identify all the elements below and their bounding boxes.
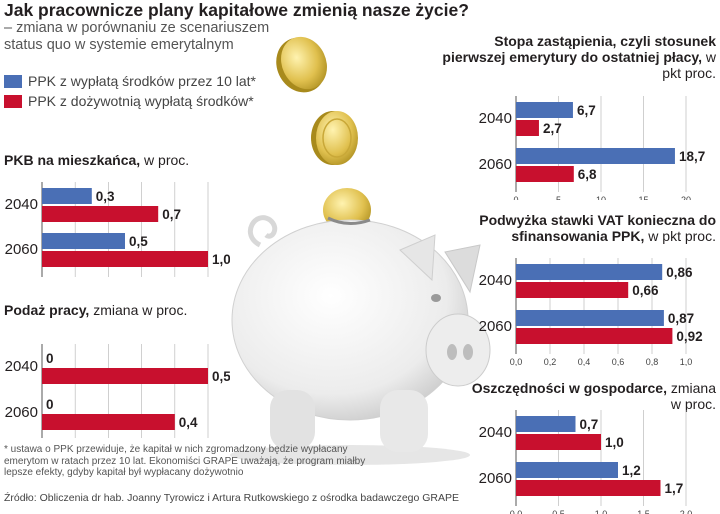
bar-blue [516, 462, 618, 478]
value-label: 0,7 [580, 417, 599, 432]
tick-label: 15 [638, 195, 648, 200]
bar-red [516, 120, 539, 136]
value-label: 0,86 [666, 265, 693, 280]
legend-swatch-blue [4, 74, 22, 88]
tick-label: 0,5 [552, 509, 565, 514]
value-label: 0,5 [212, 369, 230, 384]
category-label: 2040 [479, 272, 512, 289]
bar-red [516, 434, 601, 450]
value-label: 0,3 [96, 189, 115, 204]
bar-red [516, 328, 673, 344]
value-label: 0 [46, 397, 54, 412]
tick-label: 0,0 [510, 357, 523, 366]
chart-replacement-rate: 0 5 10 15 20 2040 6,7 2,7 2060 18,7 6,8 [479, 96, 705, 200]
value-label: 1,2 [622, 463, 641, 478]
bar-blue [42, 233, 125, 249]
tick-label: 0,2 [544, 357, 557, 366]
tick-label: 5 [556, 195, 561, 200]
legend-swatch-red [4, 94, 22, 108]
pig-tail [247, 215, 278, 248]
chart-vat-increase: 0,0 0,2 0,4 0,6 0,8 1,0 2040 0,86 0,66 2060 0,87 0,… [479, 258, 703, 366]
page-title: Jak pracownicze plany kapitałowe zmienią… [4, 0, 469, 20]
legend-item-lifetime: PPK z dożywotnią wypłatą środków* [4, 93, 254, 109]
chart-title-replacement: Stopa zastąpienia, czyli stosunek pierws… [442, 33, 716, 81]
tick-label: 0 [513, 195, 518, 200]
value-label: 0,87 [668, 311, 694, 326]
chart-title-vat: Podwyżka stawki VAT konieczna do sfinans… [479, 212, 716, 244]
bar-blue [516, 148, 675, 164]
bar-red [516, 166, 574, 182]
category-label: 2060 [479, 156, 512, 173]
category-label: 2040 [5, 358, 38, 375]
tick-label: 1,5 [637, 509, 650, 514]
value-label: 0,4 [179, 415, 198, 430]
value-label: 1,0 [212, 252, 230, 267]
tick-label: 20 [681, 195, 691, 200]
legend-item-10-years: PPK z wypłatą środków przez 10 lat* [4, 73, 256, 89]
value-label: 0,66 [632, 283, 659, 298]
value-label: 0,92 [676, 329, 702, 344]
tick-label: 0,6 [612, 357, 625, 366]
value-label: 0,5 [129, 234, 148, 249]
category-label: 2040 [5, 196, 38, 213]
category-label: 2040 [479, 110, 512, 127]
category-label: 2060 [5, 241, 38, 258]
category-label: 2060 [5, 404, 38, 421]
bar-red [42, 368, 208, 384]
bar-red [516, 282, 629, 298]
legend-label: PPK z wypłatą środków przez 10 lat* [28, 73, 256, 89]
value-label: 18,7 [679, 149, 705, 164]
bar-blue [516, 102, 573, 118]
bar-blue [42, 188, 92, 204]
source-note: Źródło: Obliczenia dr hab. Joanny Tyrowi… [4, 492, 460, 504]
category-label: 2060 [479, 470, 512, 487]
tick-label: 1,0 [680, 357, 693, 366]
bar-blue [516, 264, 663, 280]
bar-blue [516, 310, 664, 326]
value-label: 6,8 [578, 167, 597, 182]
coin-icon-middle [311, 111, 358, 165]
tick-label: 0,4 [578, 357, 591, 366]
chart-title-labor: Podaż pracy, zmiana w proc. [4, 302, 188, 318]
chart-title-gdp: PKB na mieszkańca, w proc. [4, 152, 190, 168]
tick-label: 2,0 [680, 509, 693, 514]
bar-red [516, 480, 661, 496]
value-label: 2,7 [543, 121, 562, 136]
chart-title-savings: Oszczędności w gospodarce, zmiana w proc… [471, 380, 716, 412]
bar-blue [516, 416, 576, 432]
tick-label: 0,8 [646, 357, 659, 366]
pig-body [231, 216, 491, 452]
coin-icon-top [276, 36, 327, 93]
chart-savings: 0,0 0,5 1,0 1,5 2,0 2040 0,7 1,0 2060 1,2 1,7 [479, 410, 693, 514]
bar-red [42, 414, 175, 430]
category-label: 2040 [479, 424, 512, 441]
page-subtitle: – zmiana w porównaniu ze scenariuszem st… [4, 20, 270, 53]
value-label: 0 [46, 351, 54, 366]
value-label: 1,7 [665, 481, 684, 496]
bar-red [42, 251, 208, 267]
value-label: 1,0 [605, 435, 624, 450]
value-label: 0,7 [162, 207, 181, 222]
tick-label: 1,0 [595, 509, 608, 514]
piggy-bank-illustration [230, 36, 491, 465]
value-label: 6,7 [577, 103, 596, 118]
legend-label: PPK z dożywotnią wypłatą środków* [28, 93, 254, 109]
bar-red [42, 206, 159, 222]
footnote: * ustawa o PPK przewiduje, że kapitał w … [4, 444, 366, 478]
tick-label: 0,0 [510, 509, 523, 514]
category-label: 2060 [479, 318, 512, 335]
tick-label: 10 [596, 195, 606, 200]
